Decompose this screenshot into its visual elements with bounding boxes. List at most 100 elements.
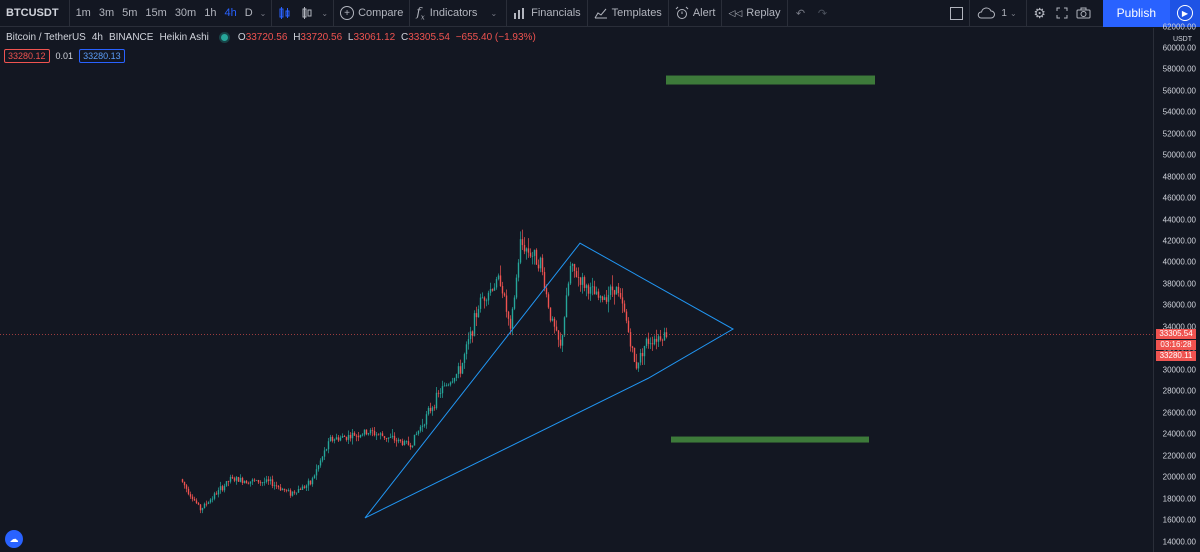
candle [269, 476, 272, 485]
candle [233, 476, 236, 483]
candle [583, 275, 586, 292]
candle [561, 334, 564, 352]
candle [465, 341, 468, 360]
templates-button[interactable]: Templates [590, 0, 666, 27]
candle [365, 429, 368, 436]
candle [659, 330, 662, 342]
candle [589, 282, 592, 301]
candle [467, 332, 470, 350]
layout-select-icon[interactable] [945, 0, 967, 27]
candle [373, 427, 376, 437]
candle [603, 294, 606, 301]
candle [503, 292, 506, 297]
candle [525, 247, 528, 260]
candle [245, 479, 248, 484]
candle [289, 488, 292, 498]
spread-value: 0.01 [55, 51, 74, 61]
candle [431, 405, 434, 416]
candle [543, 267, 546, 292]
interval-1h[interactable]: 1h [204, 7, 217, 19]
financials-button[interactable]: Financials [509, 0, 585, 27]
interval-5m[interactable]: 5m [122, 7, 138, 19]
alarm-clock-icon [675, 6, 689, 19]
candle [559, 332, 562, 349]
candle [547, 292, 550, 309]
candle [649, 337, 652, 349]
sell-price-button[interactable]: 33280.12 [4, 49, 50, 63]
candle [567, 281, 570, 297]
candle [429, 402, 432, 414]
replay-button[interactable]: ◁◁ Replay [724, 0, 784, 27]
candle [509, 315, 512, 334]
axis-tick-label: 54000.00 [1162, 107, 1196, 117]
camera-icon[interactable] [1073, 0, 1095, 27]
candle [435, 386, 438, 410]
templates-label: Templates [611, 7, 662, 19]
candle [579, 276, 582, 292]
indicators-button[interactable]: fx Indicators ⌄ [412, 0, 504, 27]
axis-tick-label: 40000.00 [1162, 257, 1196, 267]
alert-button[interactable]: Alert [671, 0, 720, 27]
divider [506, 0, 508, 27]
undo-icon[interactable]: ↶ [795, 7, 806, 20]
candle [381, 431, 384, 437]
candle [215, 491, 218, 495]
candle [297, 485, 300, 494]
interval-4h[interactable]: 4h [224, 7, 237, 19]
candle [507, 310, 510, 326]
symmetrical-triangle-drawing [364, 242, 735, 519]
candle [343, 434, 346, 437]
candle [197, 501, 200, 506]
candle [313, 474, 316, 479]
cloud-save-button[interactable]: 1 ⌄ [972, 0, 1023, 27]
tradingview-logo-icon[interactable]: ☁ [5, 530, 23, 548]
redo-icon[interactable]: ↷ [817, 7, 828, 20]
interval-dropdown-icon[interactable]: ⌄ [259, 8, 267, 18]
interval-30m[interactable]: 30m [174, 7, 197, 19]
candle [305, 484, 308, 491]
chart-type-dropdown-icon[interactable]: ⌄ [321, 8, 329, 18]
divider [586, 0, 588, 27]
templates-icon [594, 8, 607, 19]
candle [351, 428, 354, 445]
candle-style-icon[interactable] [274, 0, 296, 27]
candle [407, 436, 410, 446]
candle [249, 481, 252, 487]
candle [401, 438, 404, 446]
interval-1m[interactable]: 1m [75, 7, 91, 19]
publish-button[interactable]: Publish [1102, 0, 1170, 27]
price-axis[interactable]: 62000.00 USDT 60000.00 58000.00 56000.00 54… [1153, 23, 1200, 552]
bar-chart-icon [514, 8, 525, 19]
candle [619, 288, 622, 300]
price-chart[interactable] [0, 28, 1153, 552]
candle [575, 267, 578, 278]
candle [427, 406, 430, 416]
compare-button[interactable]: + Compare [336, 0, 407, 27]
candle [257, 479, 260, 485]
candle [213, 491, 216, 501]
candle [499, 265, 502, 287]
candle [599, 295, 602, 303]
symbol-search[interactable]: BTCUSDT [6, 7, 59, 19]
interval-3m[interactable]: 3m [98, 7, 115, 19]
play-button[interactable]: ▶ [1170, 0, 1200, 27]
symbol-title[interactable]: Bitcoin / TetherUS [6, 32, 86, 43]
open-value: 33720.56 [245, 32, 288, 43]
interval-D[interactable]: D [244, 7, 253, 19]
interval-15m[interactable]: 15m [145, 7, 167, 19]
bar-style-icon[interactable] [296, 0, 318, 27]
axis-tick-label: 50000.00 [1162, 150, 1196, 160]
fullscreen-icon[interactable] [1051, 0, 1073, 27]
divider [333, 0, 335, 27]
candle [275, 481, 278, 489]
candle [321, 456, 324, 463]
candle [597, 288, 600, 301]
candle [415, 431, 418, 436]
candle [657, 333, 660, 347]
candle [411, 445, 414, 449]
candle [533, 249, 536, 265]
candle [515, 274, 518, 300]
gear-icon[interactable]: ⚙ [1033, 4, 1046, 21]
buy-price-button[interactable]: 33280.13 [79, 49, 125, 63]
axis-tick-label: 28000.00 [1162, 386, 1196, 396]
